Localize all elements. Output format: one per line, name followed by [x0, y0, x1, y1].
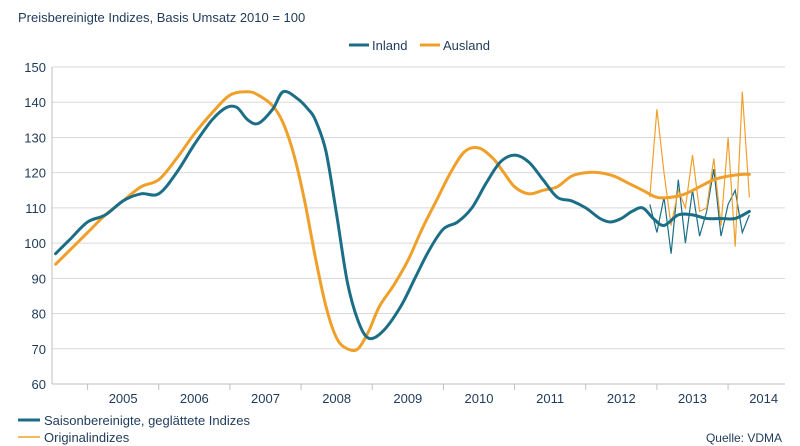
x-tick-label: 2006: [180, 391, 209, 406]
legend-smoothed-label: Saisonbereinigte, geglättete Indizes: [44, 413, 250, 428]
x-tick-label: 2010: [465, 391, 494, 406]
x-tick-label: 2008: [322, 391, 351, 406]
x-tick-label: 2012: [607, 391, 636, 406]
x-tick-label: 2009: [393, 391, 422, 406]
y-tick-label: 120: [24, 166, 46, 181]
y-tick-label: 150: [24, 60, 46, 75]
legend-bottom: Saisonbereinigte, geglättete Indizes Ori…: [18, 413, 250, 445]
y-tick-label: 90: [32, 271, 46, 286]
y-tick-label: 70: [32, 342, 46, 357]
legend-ausland-label: Ausland: [443, 38, 490, 53]
series-line-ausland-original: [649, 91, 750, 247]
y-tick-label: 140: [24, 95, 46, 110]
chart-title: Preisbereinigte Indizes, Basis Umsatz 20…: [18, 10, 305, 25]
y-axis: 60 70 80 90 100 110 120 130 140 150: [24, 60, 53, 392]
x-tick-label: 2005: [109, 391, 138, 406]
x-tick-label: 2013: [678, 391, 707, 406]
legend-original-label: Originalindizes: [44, 430, 130, 445]
series-line-ausland: [54, 90, 751, 353]
legend-inland-label: Inland: [372, 38, 407, 53]
y-tick-label: 60: [32, 377, 46, 392]
series-line-inland-original: [649, 169, 750, 254]
x-tick-label: 2014: [749, 391, 778, 406]
x-tick-label: 2011: [536, 391, 564, 406]
y-tick-label: 100: [24, 236, 46, 251]
x-axis: 2005 2006 2007 2008 2009 2010 2011 2012 2013 2014: [52, 383, 785, 406]
x-tick-label: 2007: [251, 391, 280, 406]
y-tick-label: 110: [25, 201, 46, 216]
legend-top: Inland Ausland: [349, 38, 490, 53]
y-tick-label: 80: [32, 307, 46, 322]
y-tick-label: 130: [24, 130, 46, 145]
grid: [52, 66, 785, 385]
series-layer: [54, 89, 751, 353]
source-note: Quelle: VDMA: [706, 431, 782, 445]
series-line-inland: [54, 89, 751, 341]
